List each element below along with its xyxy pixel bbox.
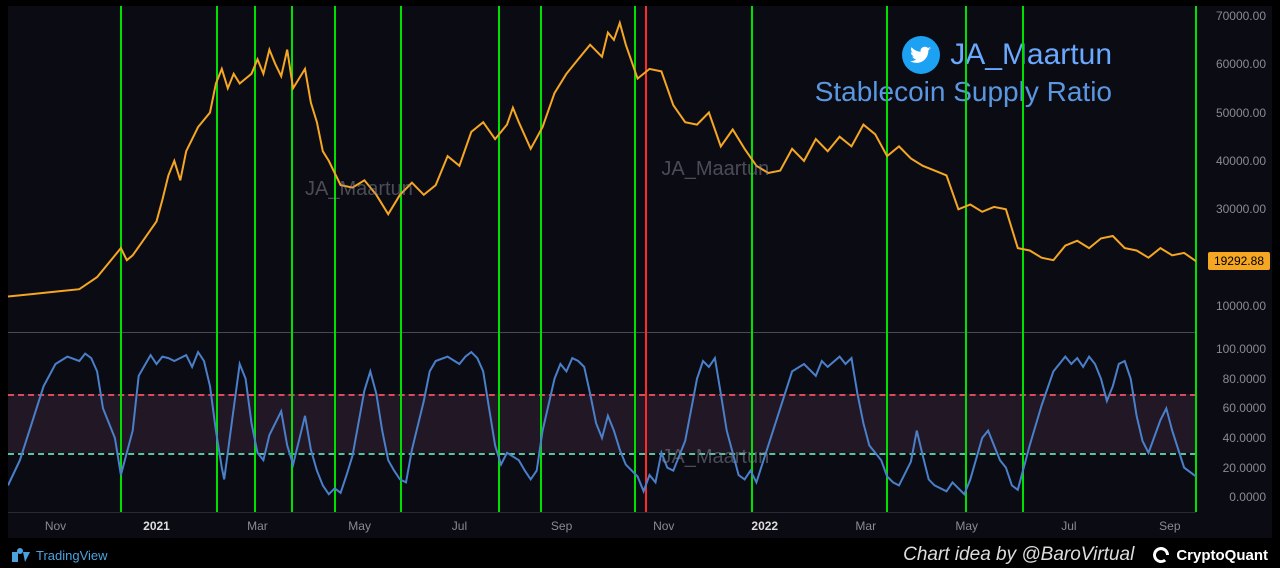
x-tick: 2021 (143, 519, 170, 533)
x-tick: May (955, 519, 978, 533)
x-tick: Sep (551, 519, 572, 533)
plot-area: JA_Maartun Stablecoin Supply Ratio JA_Ma… (8, 6, 1196, 512)
x-tick: Nov (45, 519, 66, 533)
chart-container: JA_Maartun Stablecoin Supply Ratio JA_Ma… (8, 6, 1272, 538)
x-tick: May (348, 519, 371, 533)
series-svg (8, 6, 1196, 512)
x-tick: Jul (452, 519, 467, 533)
cryptoquant-brand[interactable]: CryptoQuant (1152, 546, 1268, 564)
y-tick-oscillator: 20.0000 (1223, 461, 1266, 475)
x-tick: Mar (855, 519, 876, 533)
tradingview-label: TradingView (36, 548, 108, 563)
x-tick: 2022 (751, 519, 778, 533)
y-tick-oscillator: 100.0000 (1216, 342, 1266, 356)
y-tick-oscillator: 60.0000 (1223, 401, 1266, 415)
y-tick-price: 30000.00 (1216, 202, 1266, 216)
y-tick-oscillator: 40.0000 (1223, 431, 1266, 445)
y-tick-price: 60000.00 (1216, 57, 1266, 71)
credit-text: Chart idea by @BaroVirtual (903, 544, 1134, 566)
y-tick-price: 70000.00 (1216, 9, 1266, 23)
cryptoquant-label: CryptoQuant (1176, 547, 1268, 564)
y-tick-oscillator: 80.0000 (1223, 372, 1266, 386)
price-line (8, 23, 1196, 297)
footer-bar: TradingView Chart idea by @BaroVirtual C… (0, 542, 1280, 568)
x-tick: Nov (653, 519, 674, 533)
y-tick-price: 40000.00 (1216, 154, 1266, 168)
x-tick: Jul (1061, 519, 1076, 533)
x-axis: Nov 2021 Mar May Jul Sep Nov 2022 Mar May Jul Sep (8, 512, 1196, 538)
y-tick-price: 50000.00 (1216, 106, 1266, 120)
oscillator-line (8, 352, 1196, 494)
y-tick-price: 10000.00 (1216, 299, 1266, 313)
x-tick: Mar (247, 519, 268, 533)
x-tick: Sep (1159, 519, 1180, 533)
tradingview-brand[interactable]: TradingView (12, 548, 108, 563)
y-tick-oscillator: 0.0000 (1229, 490, 1266, 504)
y-axis-right: 70000.00 60000.00 50000.00 40000.00 30000.00… (1196, 6, 1272, 538)
last-price-label: 19292.88 (1208, 252, 1270, 270)
